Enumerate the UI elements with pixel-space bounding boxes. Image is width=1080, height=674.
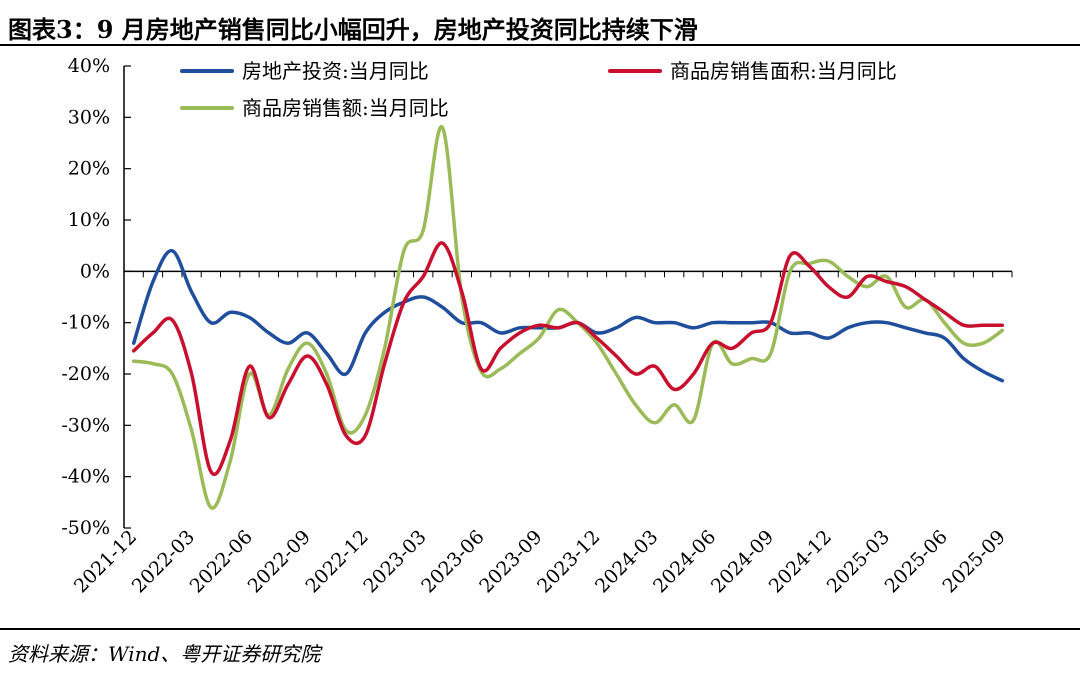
title-rule [0, 44, 1080, 46]
legend-label: 商品房销售面积:当月同比 [670, 59, 897, 83]
x-tick-label: 2022-09 [244, 526, 315, 597]
x-tick-label: 2023-12 [533, 526, 604, 597]
x-tick-label: 2023-09 [475, 526, 546, 597]
y-tick-label: 30% [68, 106, 110, 128]
series-line-3 [131, 125, 1005, 510]
y-tick-label: 20% [68, 158, 110, 180]
x-tick-label: 2025-09 [938, 526, 1009, 597]
chart-title: 图表3：9 月房地产销售同比小幅回升，房地产投资同比持续下滑 [8, 15, 698, 44]
x-tick-label: 2024-03 [591, 526, 662, 597]
y-tick-label: 10% [68, 209, 110, 231]
x-tick-label: 2025-03 [823, 526, 894, 597]
x-tick-label: 2024-09 [707, 526, 778, 597]
series-line-1 [131, 249, 1005, 383]
y-tick-label: -40% [61, 466, 110, 488]
y-tick-label: -10% [61, 312, 110, 334]
footer-rule [0, 628, 1080, 630]
legend-label: 商品房销售额:当月同比 [242, 96, 449, 120]
source-note: 资料来源：Wind、粤开证券研究院 [8, 642, 321, 666]
x-tick-label: 2023-06 [417, 526, 488, 597]
x-tick-label: 2025-06 [881, 526, 952, 597]
y-tick-label: -50% [61, 517, 110, 539]
x-tick-label: 2024-12 [765, 526, 836, 597]
x-tick-label: 2022-03 [128, 526, 199, 597]
y-tick-label: 0% [80, 260, 110, 282]
x-tick-label: 2022-12 [301, 526, 372, 597]
title-bar: 图表3：9 月房地产销售同比小幅回升，房地产投资同比持续下滑 [0, 0, 1080, 46]
legend-label: 房地产投资:当月同比 [242, 59, 429, 83]
series-line-2 [131, 241, 1005, 476]
line-chart: 40%30%20%10%0%-10%-20%-30%-40%-50%2021-1… [61, 55, 1013, 597]
y-tick-label: -20% [61, 363, 110, 385]
series-layer [131, 125, 1005, 510]
x-tick-label: 2022-06 [186, 526, 257, 597]
y-tick-label: -30% [61, 414, 110, 436]
x-tick-label: 2024-06 [649, 526, 720, 597]
y-tick-label: 40% [68, 55, 110, 77]
x-tick-label: 2023-03 [359, 526, 430, 597]
